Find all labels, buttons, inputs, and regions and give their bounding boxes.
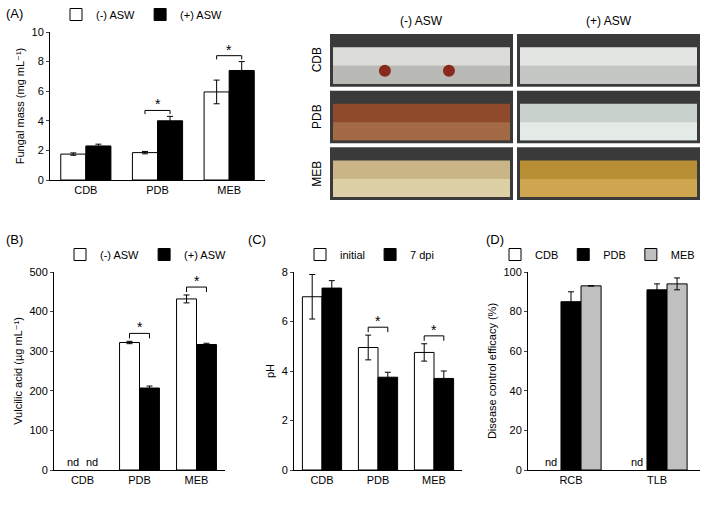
svg-text:40: 40 bbox=[510, 385, 522, 397]
svg-text:10: 10 bbox=[32, 26, 44, 38]
svg-text:CDB: CDB bbox=[310, 47, 324, 72]
svg-text:Vulcilic acid (µg mL⁻¹): Vulcilic acid (µg mL⁻¹) bbox=[12, 317, 24, 425]
svg-text:nd: nd bbox=[67, 456, 79, 468]
svg-text:*: * bbox=[375, 313, 381, 329]
svg-text:(+) ASW: (+) ASW bbox=[184, 249, 226, 261]
svg-text:4: 4 bbox=[38, 115, 44, 127]
svg-text:2: 2 bbox=[282, 414, 288, 426]
svg-text:(-) ASW: (-) ASW bbox=[96, 9, 135, 21]
svg-text:MEB: MEB bbox=[185, 474, 209, 486]
svg-text:80: 80 bbox=[510, 305, 522, 317]
svg-text:0: 0 bbox=[38, 174, 44, 186]
svg-text:CDB: CDB bbox=[310, 474, 333, 486]
svg-text:100: 100 bbox=[503, 266, 521, 278]
svg-text:4: 4 bbox=[282, 365, 288, 377]
svg-text:500: 500 bbox=[29, 266, 47, 278]
svg-text:2: 2 bbox=[38, 144, 44, 156]
svg-text:300: 300 bbox=[29, 345, 47, 357]
svg-text:nd: nd bbox=[86, 456, 98, 468]
svg-text:Fungal mass (mg mL⁻¹): Fungal mass (mg mL⁻¹) bbox=[14, 48, 26, 164]
svg-text:8: 8 bbox=[282, 266, 288, 278]
svg-text:RCB: RCB bbox=[559, 474, 582, 486]
svg-text:CDB: CDB bbox=[535, 249, 558, 261]
svg-text:100: 100 bbox=[29, 424, 47, 436]
svg-text:*: * bbox=[155, 96, 161, 112]
svg-text:CDB: CDB bbox=[71, 474, 94, 486]
svg-text:(-) ASW: (-) ASW bbox=[400, 14, 443, 28]
svg-text:6: 6 bbox=[38, 85, 44, 97]
svg-text:pH: pH bbox=[264, 364, 276, 378]
svg-text:0: 0 bbox=[516, 464, 522, 476]
svg-text:(+) ASW: (+) ASW bbox=[180, 9, 222, 21]
svg-text:nd: nd bbox=[545, 456, 557, 468]
svg-text:(A): (A) bbox=[6, 6, 23, 21]
svg-text:PDB: PDB bbox=[310, 104, 324, 129]
svg-text:7 dpi: 7 dpi bbox=[410, 249, 434, 261]
svg-text:200: 200 bbox=[29, 385, 47, 397]
svg-text:CDB: CDB bbox=[74, 184, 97, 196]
svg-text:*: * bbox=[226, 42, 232, 58]
svg-text:*: * bbox=[431, 322, 437, 338]
svg-text:6: 6 bbox=[282, 315, 288, 327]
svg-text:PDB: PDB bbox=[367, 474, 390, 486]
svg-text:MEB: MEB bbox=[217, 184, 241, 196]
svg-text:(C): (C) bbox=[248, 232, 266, 247]
svg-text:MEB: MEB bbox=[671, 249, 695, 261]
svg-text:(+) ASW: (+) ASW bbox=[586, 14, 632, 28]
svg-text:20: 20 bbox=[510, 424, 522, 436]
svg-text:(D): (D) bbox=[486, 232, 504, 247]
svg-text:0: 0 bbox=[42, 464, 48, 476]
svg-text:nd: nd bbox=[631, 456, 643, 468]
svg-text:initial: initial bbox=[340, 249, 365, 261]
svg-text:*: * bbox=[137, 319, 143, 335]
svg-text:400: 400 bbox=[29, 305, 47, 317]
svg-text:60: 60 bbox=[510, 345, 522, 357]
svg-text:(B): (B) bbox=[6, 232, 23, 247]
svg-text:(-) ASW: (-) ASW bbox=[100, 249, 139, 261]
svg-text:*: * bbox=[194, 273, 200, 289]
svg-text:PDB: PDB bbox=[603, 249, 626, 261]
svg-text:Disease control efficacy (%): Disease control efficacy (%) bbox=[486, 303, 498, 439]
svg-text:MEB: MEB bbox=[310, 161, 324, 187]
svg-text:PDB: PDB bbox=[146, 184, 169, 196]
svg-text:0: 0 bbox=[282, 464, 288, 476]
svg-text:TLB: TLB bbox=[647, 474, 667, 486]
svg-text:PDB: PDB bbox=[128, 474, 151, 486]
svg-text:8: 8 bbox=[38, 55, 44, 67]
svg-text:MEB: MEB bbox=[422, 474, 446, 486]
